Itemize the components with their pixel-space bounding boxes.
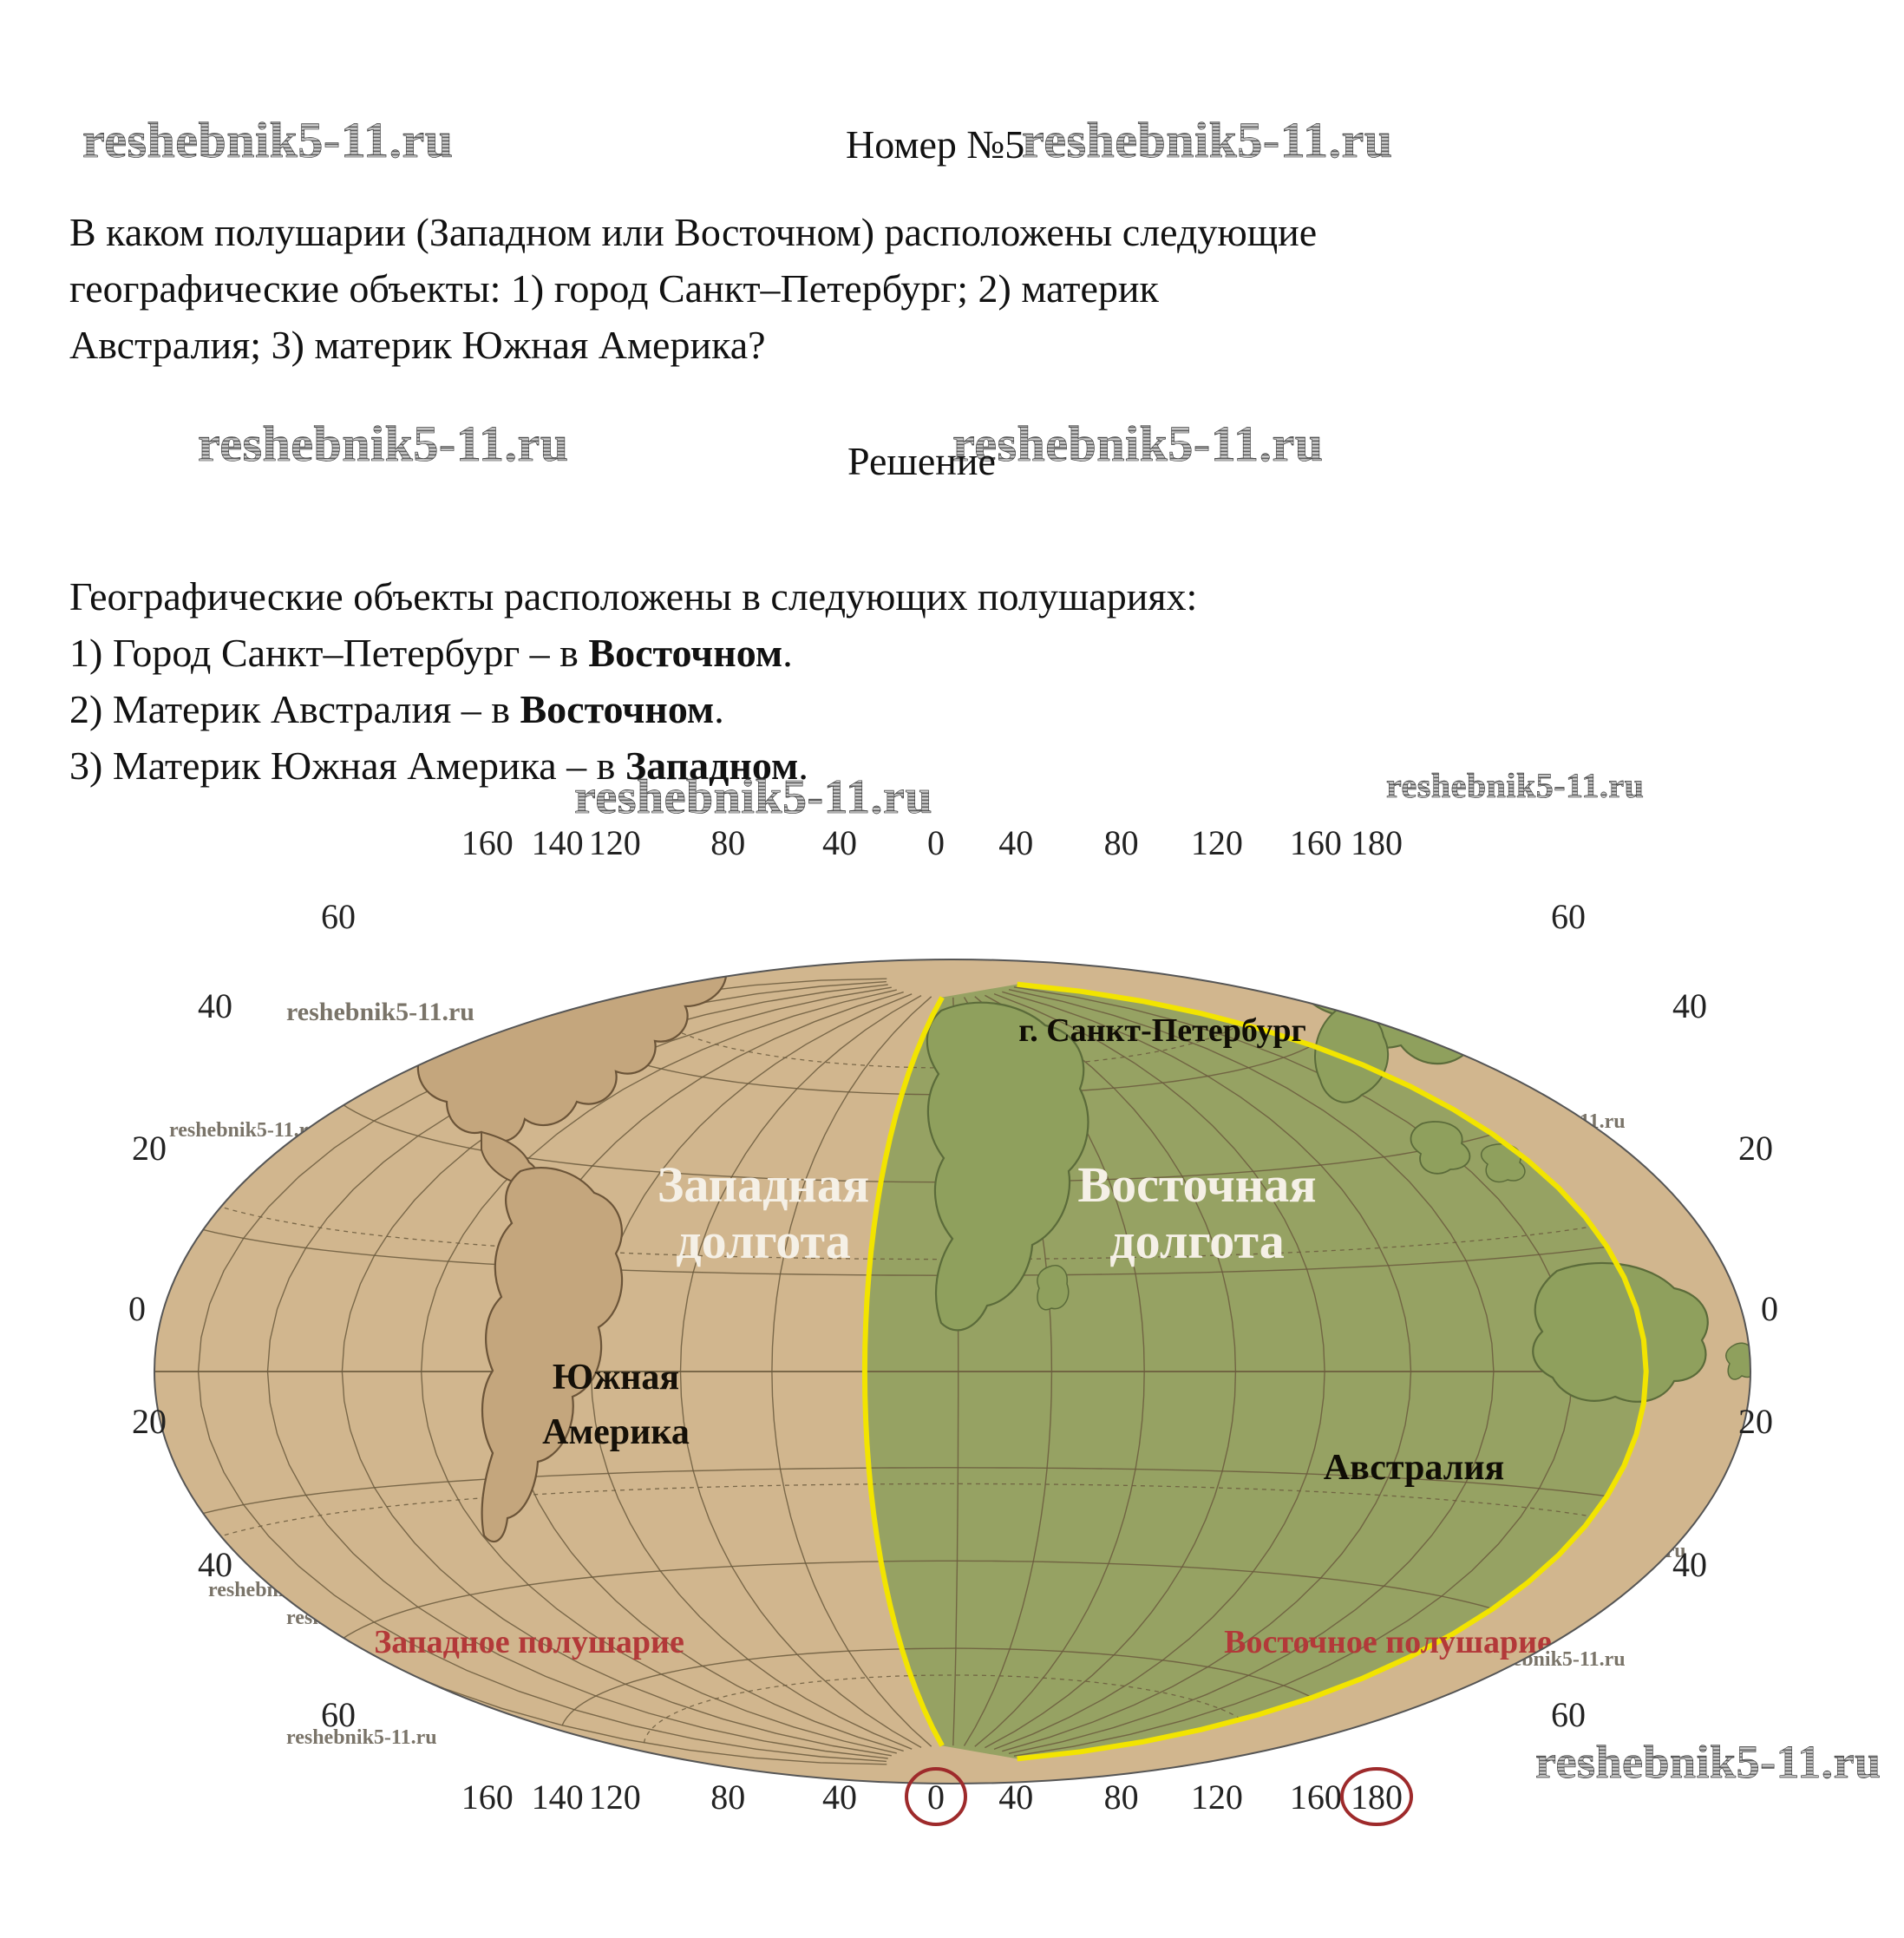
- svg-text:140: 140: [532, 823, 584, 862]
- svg-text:80: 80: [710, 1778, 745, 1817]
- svg-text:60: 60: [321, 1695, 356, 1734]
- svg-text:Южная: Южная: [553, 1358, 679, 1398]
- svg-text:20: 20: [1738, 1129, 1773, 1168]
- svg-text:40: 40: [998, 1778, 1033, 1817]
- svg-text:160: 160: [1290, 823, 1342, 862]
- svg-text:г. Санкт-Петербург: г. Санкт-Петербург: [1018, 1012, 1306, 1049]
- svg-text:180: 180: [1351, 823, 1403, 862]
- svg-text:40: 40: [822, 1778, 857, 1817]
- svg-text:Западное полушарие: Западное полушарие: [374, 1624, 684, 1660]
- svg-text:Австралия: Австралия: [1324, 1448, 1505, 1488]
- svg-text:Восточное полушарие: Восточное полушарие: [1224, 1624, 1552, 1660]
- svg-text:140: 140: [532, 1778, 584, 1817]
- svg-text:долгота: долгота: [1109, 1213, 1284, 1269]
- svg-text:40: 40: [822, 823, 857, 862]
- svg-text:40: 40: [198, 986, 232, 1025]
- svg-text:120: 120: [1191, 823, 1243, 862]
- svg-text:120: 120: [1191, 1778, 1243, 1817]
- svg-text:Западная: Западная: [658, 1156, 869, 1213]
- svg-text:80: 80: [1104, 823, 1139, 862]
- svg-text:60: 60: [1551, 1695, 1586, 1734]
- svg-text:40: 40: [998, 823, 1033, 862]
- svg-text:0: 0: [927, 1778, 945, 1817]
- svg-text:40: 40: [1672, 986, 1707, 1025]
- svg-text:0: 0: [1761, 1289, 1778, 1328]
- svg-text:долгота: долгота: [676, 1213, 850, 1269]
- svg-text:40: 40: [1672, 1545, 1707, 1584]
- svg-text:Восточная: Восточная: [1077, 1156, 1316, 1213]
- svg-text:180: 180: [1351, 1778, 1403, 1817]
- svg-text:120: 120: [589, 823, 641, 862]
- svg-text:40: 40: [198, 1545, 232, 1584]
- svg-text:60: 60: [321, 897, 356, 936]
- svg-text:80: 80: [710, 823, 745, 862]
- svg-text:160: 160: [1290, 1778, 1342, 1817]
- svg-text:80: 80: [1104, 1778, 1139, 1817]
- svg-text:0: 0: [927, 823, 945, 862]
- svg-text:Америка: Америка: [542, 1412, 690, 1452]
- svg-text:60: 60: [1551, 897, 1586, 936]
- svg-text:20: 20: [1738, 1402, 1773, 1441]
- svg-text:160: 160: [461, 823, 514, 862]
- svg-text:0: 0: [128, 1289, 146, 1328]
- svg-text:20: 20: [132, 1129, 167, 1168]
- svg-text:20: 20: [132, 1402, 167, 1441]
- svg-text:120: 120: [589, 1778, 641, 1817]
- svg-text:160: 160: [461, 1778, 514, 1817]
